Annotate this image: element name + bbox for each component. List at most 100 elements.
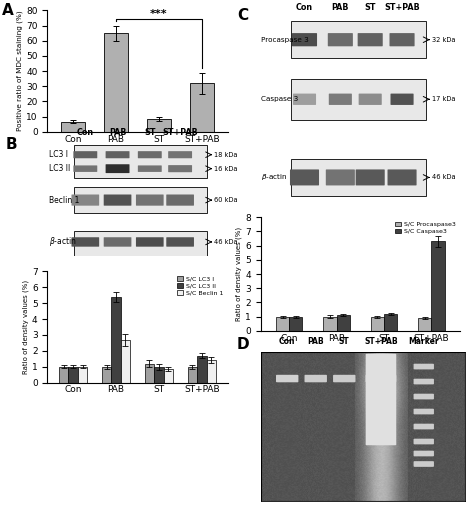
Text: LC3 I: LC3 I <box>49 150 68 159</box>
Text: ST+PAB: ST+PAB <box>162 128 198 138</box>
Bar <box>74 145 207 178</box>
Text: Con: Con <box>77 128 94 138</box>
FancyBboxPatch shape <box>413 408 434 415</box>
Bar <box>61 122 85 132</box>
Text: Marker: Marker <box>409 337 439 345</box>
FancyBboxPatch shape <box>413 393 434 400</box>
FancyBboxPatch shape <box>73 165 97 172</box>
FancyBboxPatch shape <box>292 33 317 47</box>
Bar <box>111 297 121 383</box>
Text: Caspase 3: Caspase 3 <box>261 96 298 102</box>
FancyBboxPatch shape <box>73 151 97 158</box>
Text: $\beta$-actin: $\beta$-actin <box>49 235 77 249</box>
FancyBboxPatch shape <box>413 363 434 370</box>
Bar <box>74 232 207 256</box>
FancyBboxPatch shape <box>104 237 131 247</box>
Legend: S/C Procaspase3, S/C Caspase3: S/C Procaspase3, S/C Caspase3 <box>393 220 456 235</box>
FancyBboxPatch shape <box>72 194 99 206</box>
Bar <box>74 187 207 213</box>
Bar <box>291 159 426 196</box>
FancyBboxPatch shape <box>413 378 434 385</box>
FancyBboxPatch shape <box>293 94 316 105</box>
Text: PAB: PAB <box>332 3 349 12</box>
Text: 32 kDa: 32 kDa <box>432 37 456 43</box>
FancyBboxPatch shape <box>413 423 434 430</box>
Bar <box>154 367 164 383</box>
FancyBboxPatch shape <box>106 151 129 158</box>
Text: 16 kDa: 16 kDa <box>214 165 238 172</box>
FancyBboxPatch shape <box>290 170 319 186</box>
FancyBboxPatch shape <box>365 375 396 382</box>
FancyBboxPatch shape <box>413 461 434 467</box>
Bar <box>371 316 384 331</box>
Bar <box>418 318 431 331</box>
Bar <box>291 21 426 58</box>
FancyBboxPatch shape <box>104 194 131 206</box>
Text: PAB: PAB <box>109 128 126 138</box>
Text: Beclin 1: Beclin 1 <box>49 195 80 205</box>
Bar <box>145 363 154 383</box>
Text: 17 kDa: 17 kDa <box>432 96 456 102</box>
FancyBboxPatch shape <box>390 33 415 47</box>
Text: B: B <box>6 138 18 153</box>
FancyBboxPatch shape <box>138 151 162 158</box>
FancyBboxPatch shape <box>304 375 327 382</box>
Bar <box>384 314 397 331</box>
FancyBboxPatch shape <box>166 194 194 206</box>
Text: $\beta$-actin: $\beta$-actin <box>261 173 287 183</box>
FancyBboxPatch shape <box>358 33 383 47</box>
FancyBboxPatch shape <box>359 94 382 105</box>
Text: Procaspase 3: Procaspase 3 <box>261 37 309 43</box>
FancyBboxPatch shape <box>365 354 396 445</box>
FancyBboxPatch shape <box>388 170 417 186</box>
Bar <box>121 340 130 383</box>
FancyBboxPatch shape <box>329 94 352 105</box>
Text: PAB: PAB <box>308 337 324 345</box>
FancyBboxPatch shape <box>333 375 356 382</box>
Y-axis label: Ratio of density values (%): Ratio of density values (%) <box>236 227 242 321</box>
Bar <box>147 119 171 132</box>
FancyBboxPatch shape <box>413 451 434 457</box>
Bar <box>197 356 207 383</box>
Text: 60 kDa: 60 kDa <box>214 197 238 203</box>
FancyBboxPatch shape <box>168 165 192 172</box>
Y-axis label: Positive ratio of MDC staining (%): Positive ratio of MDC staining (%) <box>17 11 23 131</box>
FancyBboxPatch shape <box>136 237 164 247</box>
Bar <box>68 367 78 383</box>
Bar <box>207 360 216 383</box>
Text: ST: ST <box>339 337 350 345</box>
Text: A: A <box>2 3 14 18</box>
FancyBboxPatch shape <box>106 164 129 173</box>
Text: C: C <box>237 8 248 23</box>
FancyBboxPatch shape <box>136 194 164 206</box>
FancyBboxPatch shape <box>276 375 299 382</box>
Bar <box>431 241 445 331</box>
Text: ST: ST <box>144 128 155 138</box>
FancyBboxPatch shape <box>413 438 434 445</box>
Text: 46 kDa: 46 kDa <box>432 174 456 180</box>
Bar <box>104 33 128 132</box>
FancyBboxPatch shape <box>168 151 192 158</box>
Bar <box>78 367 87 383</box>
Bar <box>291 79 426 120</box>
Bar <box>323 316 337 331</box>
Text: ***: *** <box>150 9 168 19</box>
Y-axis label: Ratio of density values (%): Ratio of density values (%) <box>23 280 29 374</box>
Text: 46 kDa: 46 kDa <box>214 239 238 245</box>
Text: D: D <box>236 337 249 352</box>
Bar <box>190 83 214 132</box>
Text: Con: Con <box>279 337 295 345</box>
FancyBboxPatch shape <box>391 94 414 105</box>
Bar <box>289 316 302 331</box>
Legend: S/C LC3 I, S/C LC3 II, S/C Beclin 1: S/C LC3 I, S/C LC3 II, S/C Beclin 1 <box>176 275 224 297</box>
Text: ST: ST <box>365 3 376 12</box>
FancyBboxPatch shape <box>138 165 162 172</box>
Text: ST+PAB: ST+PAB <box>384 3 420 12</box>
FancyBboxPatch shape <box>326 170 355 186</box>
Text: Con: Con <box>296 3 313 12</box>
Bar <box>188 367 197 383</box>
FancyBboxPatch shape <box>356 170 385 186</box>
Bar <box>276 316 289 331</box>
Text: ST+PAB: ST+PAB <box>364 337 398 345</box>
Bar <box>164 369 173 383</box>
